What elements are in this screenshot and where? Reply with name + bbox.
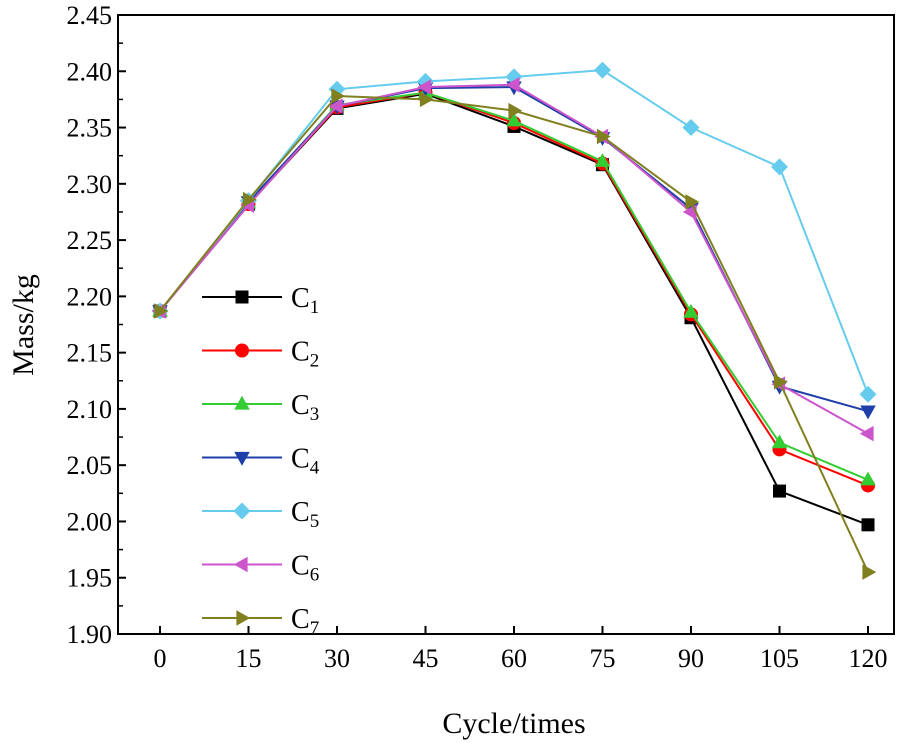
y-tick-label: 2.40 xyxy=(67,57,113,86)
legend-label: C7 xyxy=(291,604,319,639)
legend-label: C3 xyxy=(291,390,319,425)
legend-label: C4 xyxy=(291,444,320,479)
x-axis-title: Cycle/times xyxy=(442,707,585,740)
legend-marker xyxy=(234,395,250,410)
y-tick-label: 2.15 xyxy=(67,339,113,368)
data-point xyxy=(683,303,699,318)
legend-subscript: 1 xyxy=(310,297,320,318)
y-tick-label: 2.30 xyxy=(67,170,113,199)
y-tick-label: 2.45 xyxy=(67,1,113,30)
y-axis: 1.90 1.95 2.00 2.05 2.10 2.15 2.20 2.25 2.30 2.35… xyxy=(67,1,126,649)
series-layer xyxy=(151,61,877,580)
series-C7 xyxy=(154,88,877,580)
y-tick-label: 2.25 xyxy=(67,226,113,255)
plot-frame xyxy=(117,14,895,635)
legend-item-C4: C4 xyxy=(202,444,320,479)
data-point xyxy=(596,128,611,145)
data-point xyxy=(862,564,877,580)
legend-item-C5: C5 xyxy=(202,497,319,532)
legend-subscript: 7 xyxy=(310,618,320,639)
legend-item-C1: C1 xyxy=(202,283,319,318)
legend: C1 C2 C3 C4 C5 C6 C7 xyxy=(202,283,320,639)
legend-label: C2 xyxy=(291,337,319,372)
x-tick-label: 105 xyxy=(760,644,799,673)
data-point xyxy=(861,518,875,532)
series-line xyxy=(159,91,869,487)
data-point xyxy=(505,77,520,93)
legend-label: C6 xyxy=(291,551,319,586)
legend-label: C5 xyxy=(291,497,319,532)
legend-item-C3: C3 xyxy=(202,390,319,425)
y-tick-label: 2.20 xyxy=(67,282,113,311)
legend-subscript: 4 xyxy=(310,458,320,479)
data-point xyxy=(594,153,611,167)
legend-marker xyxy=(233,502,251,520)
y-tick-label: 2.10 xyxy=(67,395,113,424)
data-point xyxy=(417,79,432,95)
y-axis-title: Mass/kg xyxy=(7,274,40,376)
legend-marker xyxy=(233,556,248,573)
legend-label: C1 xyxy=(291,283,319,318)
data-point xyxy=(331,88,346,104)
data-point xyxy=(508,102,523,119)
data-point xyxy=(770,158,789,176)
legend-subscript: 2 xyxy=(310,351,320,372)
x-tick-label: 90 xyxy=(678,644,704,673)
legend-marker xyxy=(236,610,251,626)
series-C3 xyxy=(152,84,876,486)
series-C1 xyxy=(153,87,875,532)
series-line xyxy=(159,83,869,435)
data-point xyxy=(860,405,876,420)
data-point xyxy=(328,98,343,114)
x-tick-label: 75 xyxy=(590,644,616,673)
x-tick-label: 15 xyxy=(236,644,262,673)
data-point xyxy=(506,112,522,127)
data-point xyxy=(859,385,877,403)
legend-subscript: 6 xyxy=(310,565,320,586)
x-tick-label: 60 xyxy=(501,644,527,673)
data-point xyxy=(593,61,612,79)
y-tick-label: 1.90 xyxy=(67,620,113,649)
data-point xyxy=(685,194,700,210)
data-point xyxy=(242,191,257,208)
data-point xyxy=(859,425,874,442)
y-tick-label: 2.05 xyxy=(67,451,113,480)
legend-item-C6: C6 xyxy=(202,551,319,586)
legend-item-C2: C2 xyxy=(202,337,319,372)
x-tick-label: 45 xyxy=(413,644,439,673)
data-point xyxy=(771,434,788,449)
y-tick-label: 2.00 xyxy=(67,507,113,536)
data-point xyxy=(773,484,786,498)
legend-marker xyxy=(235,290,249,304)
data-point xyxy=(419,91,434,108)
x-tick-label: 0 xyxy=(154,644,167,673)
data-point xyxy=(773,374,788,390)
y-tick-label: 2.35 xyxy=(67,114,113,143)
y-tick-label: 1.95 xyxy=(67,564,113,593)
legend-subscript: 5 xyxy=(310,511,320,532)
legend-subscript: 3 xyxy=(310,404,320,425)
x-axis: 0 15 30 45 60 75 90 105 120 xyxy=(154,626,888,673)
x-tick-label: 30 xyxy=(324,644,350,673)
legend-marker xyxy=(234,451,250,466)
data-point xyxy=(860,471,876,486)
legend-item-C7: C7 xyxy=(202,604,319,639)
legend-marker xyxy=(235,343,249,358)
data-point xyxy=(154,303,169,319)
data-point xyxy=(682,119,700,137)
series-line xyxy=(159,86,869,413)
series-line xyxy=(159,95,869,573)
series-C2 xyxy=(153,85,875,493)
x-tick-label: 120 xyxy=(849,644,888,673)
